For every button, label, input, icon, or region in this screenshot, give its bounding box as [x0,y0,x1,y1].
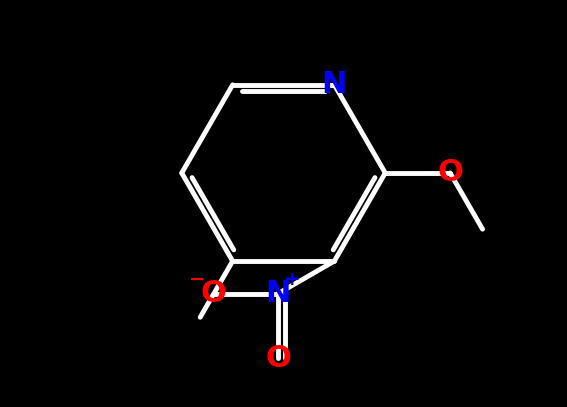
Text: O: O [200,279,226,308]
Text: N: N [321,70,347,99]
Text: O: O [265,344,291,373]
Text: +: + [284,270,301,289]
Text: −: − [189,270,205,289]
Text: N: N [265,279,291,308]
Text: O: O [437,158,463,188]
